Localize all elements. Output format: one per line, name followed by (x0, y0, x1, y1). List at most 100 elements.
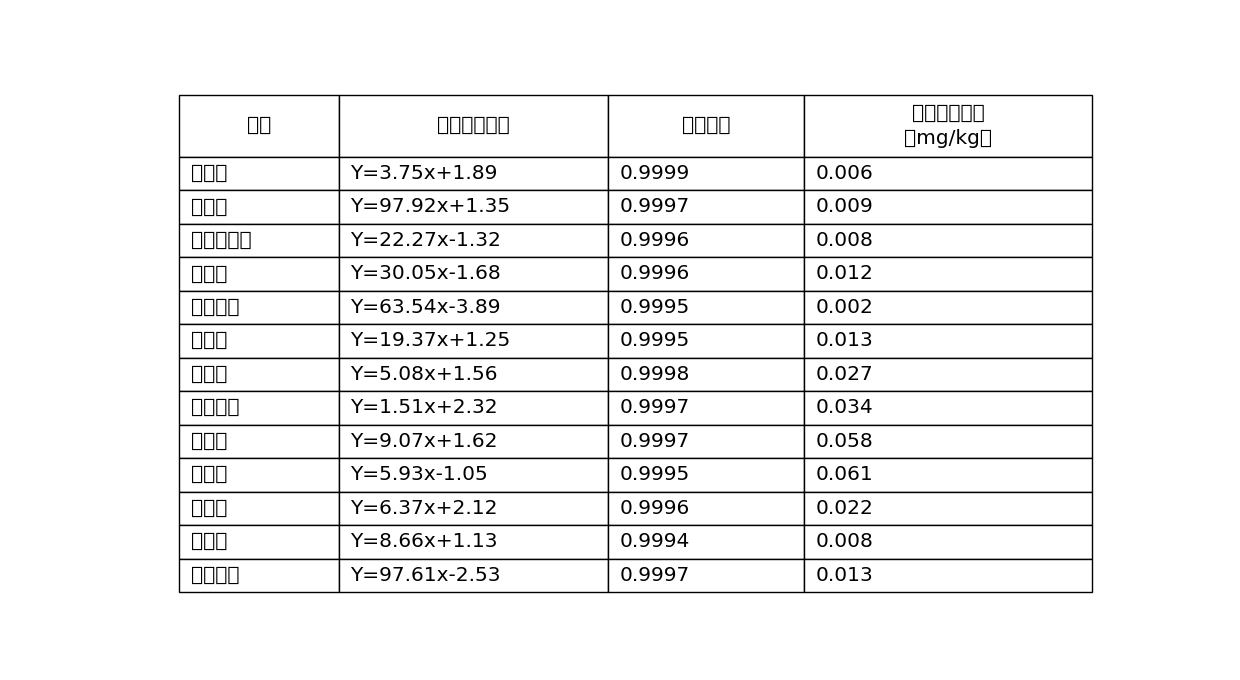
Text: Y=97.92x+1.35: Y=97.92x+1.35 (351, 197, 511, 216)
Text: 0.008: 0.008 (816, 231, 874, 250)
Bar (179, 525, 339, 558)
Text: Y=8.66x+1.13: Y=8.66x+1.13 (351, 532, 497, 551)
Bar (339, 290, 608, 324)
Text: 0.9995: 0.9995 (620, 298, 689, 317)
Text: 0.027: 0.027 (816, 365, 874, 384)
Text: 硫环磷: 硫环磷 (191, 465, 227, 484)
Text: 0.9997: 0.9997 (620, 432, 689, 451)
Bar (608, 156, 805, 190)
Bar (608, 358, 805, 391)
Text: 0.013: 0.013 (816, 566, 874, 585)
Text: Y=19.37x+1.25: Y=19.37x+1.25 (351, 331, 511, 350)
Bar (179, 558, 339, 592)
Bar (179, 224, 339, 257)
Bar (339, 525, 608, 558)
Text: 甲基对硫磷: 甲基对硫磷 (191, 231, 252, 250)
Bar (339, 224, 608, 257)
Bar (805, 358, 1092, 391)
Bar (179, 95, 339, 156)
Bar (805, 290, 1092, 324)
Text: 农药: 农药 (247, 116, 272, 135)
Text: 甲胺磷: 甲胺磷 (191, 164, 227, 183)
Bar (179, 424, 339, 458)
Bar (339, 257, 608, 290)
Text: 0.008: 0.008 (816, 532, 874, 551)
Text: 灭线磷: 灭线磷 (191, 331, 227, 350)
Text: 0.9995: 0.9995 (620, 331, 689, 350)
Text: 亚胺硫磷: 亚胺硫磷 (191, 398, 239, 418)
Text: 乙拌磷: 乙拌磷 (191, 365, 227, 384)
Bar (608, 224, 805, 257)
Text: 0.034: 0.034 (816, 398, 874, 418)
Text: 0.012: 0.012 (816, 265, 874, 284)
Text: Y=9.07x+1.62: Y=9.07x+1.62 (351, 432, 497, 451)
Bar (608, 424, 805, 458)
Bar (805, 458, 1092, 492)
Text: Y=63.54x-3.89: Y=63.54x-3.89 (351, 298, 501, 317)
Bar (608, 492, 805, 525)
Bar (608, 257, 805, 290)
Text: Y=1.51x+2.32: Y=1.51x+2.32 (351, 398, 498, 418)
Text: 0.009: 0.009 (816, 197, 874, 216)
Bar (339, 424, 608, 458)
Bar (608, 391, 805, 424)
Bar (179, 492, 339, 525)
Text: 马拉硫磷: 马拉硫磷 (191, 298, 239, 317)
Bar (608, 458, 805, 492)
Text: 0.9997: 0.9997 (620, 398, 689, 418)
Bar (339, 458, 608, 492)
Bar (339, 558, 608, 592)
Text: 0.013: 0.013 (816, 331, 874, 350)
Bar (608, 525, 805, 558)
Text: 线性回归方程: 线性回归方程 (436, 116, 510, 135)
Bar (805, 190, 1092, 224)
Text: 久效磷: 久效磷 (191, 499, 227, 518)
Bar (805, 525, 1092, 558)
Bar (339, 492, 608, 525)
Text: 0.022: 0.022 (816, 499, 874, 518)
Bar (805, 391, 1092, 424)
Text: 0.061: 0.061 (816, 465, 874, 484)
Text: Y=6.37x+2.12: Y=6.37x+2.12 (351, 499, 497, 518)
Text: 0.9999: 0.9999 (620, 164, 689, 183)
Bar (608, 290, 805, 324)
Bar (805, 224, 1092, 257)
Text: Y=22.27x-1.32: Y=22.27x-1.32 (351, 231, 501, 250)
Bar (805, 95, 1092, 156)
Text: 0.006: 0.006 (816, 164, 874, 183)
Bar (339, 391, 608, 424)
Text: Y=5.93x-1.05: Y=5.93x-1.05 (351, 465, 489, 484)
Text: Y=97.61x-2.53: Y=97.61x-2.53 (351, 566, 501, 585)
Text: 敌敌畏: 敌敌畏 (191, 197, 227, 216)
Text: 甲拌磷: 甲拌磷 (191, 532, 227, 551)
Bar (805, 257, 1092, 290)
Bar (179, 190, 339, 224)
Bar (608, 95, 805, 156)
Bar (805, 156, 1092, 190)
Text: 相关系数: 相关系数 (682, 116, 730, 135)
Bar (179, 458, 339, 492)
Bar (608, 190, 805, 224)
Bar (179, 324, 339, 358)
Bar (179, 358, 339, 391)
Text: 0.002: 0.002 (816, 298, 874, 317)
Bar (179, 156, 339, 190)
Text: 0.9997: 0.9997 (620, 566, 689, 585)
Bar (805, 424, 1092, 458)
Bar (805, 558, 1092, 592)
Text: 最低检出浓度
（mg/kg）: 最低检出浓度 （mg/kg） (904, 103, 992, 148)
Bar (339, 358, 608, 391)
Text: 0.9994: 0.9994 (620, 532, 689, 551)
Bar (339, 190, 608, 224)
Bar (179, 391, 339, 424)
Bar (608, 324, 805, 358)
Text: Y=3.75x+1.89: Y=3.75x+1.89 (351, 164, 497, 183)
Bar (339, 156, 608, 190)
Text: Y=5.08x+1.56: Y=5.08x+1.56 (351, 365, 497, 384)
Bar (339, 95, 608, 156)
Text: 0.9997: 0.9997 (620, 197, 689, 216)
Text: 喹硫磷: 喹硫磷 (191, 432, 227, 451)
Bar (339, 324, 608, 358)
Text: 0.9996: 0.9996 (620, 499, 689, 518)
Text: 0.9996: 0.9996 (620, 231, 689, 250)
